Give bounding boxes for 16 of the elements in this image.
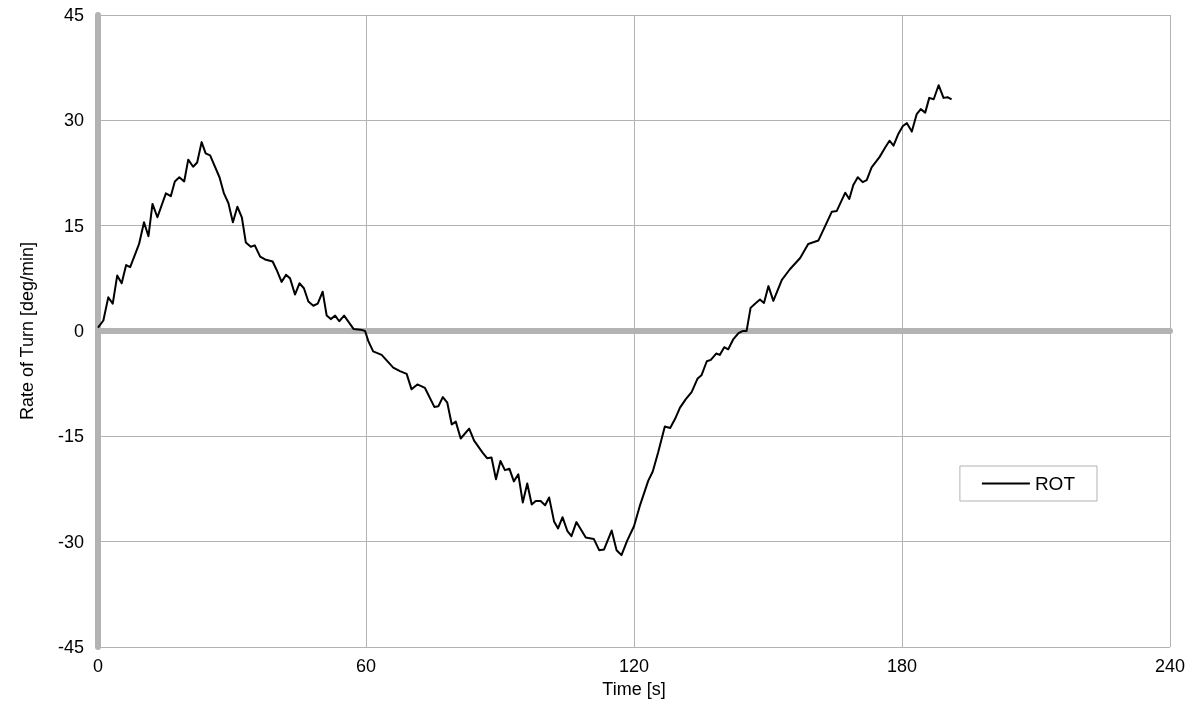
- x-tick-label: 120: [618, 656, 650, 677]
- y-tick-label: 15: [63, 215, 84, 236]
- line-series: [97, 84, 953, 557]
- x-tick-label: 0: [92, 656, 104, 677]
- y-axis-title: Rate of Turn [deg/min]: [17, 242, 37, 421]
- y-tick-label: -30: [57, 531, 84, 552]
- x-axis-title: Time [s]: [602, 679, 666, 699]
- legend-label: ROT: [1034, 473, 1076, 494]
- x-tick-label: 240: [1154, 656, 1186, 677]
- y-tick-label: 30: [63, 110, 84, 131]
- y-tick-label: 0: [73, 321, 84, 342]
- y-tick-label: -15: [57, 426, 84, 447]
- x-tick-label: 180: [886, 656, 918, 677]
- x-tick-label: 60: [355, 656, 377, 677]
- y-tick-label: 45: [63, 5, 84, 25]
- y-tick-label: -45: [57, 637, 84, 658]
